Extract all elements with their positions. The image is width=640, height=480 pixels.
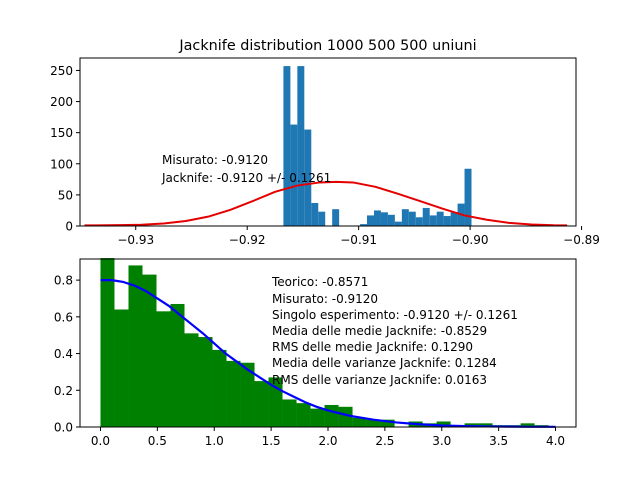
histogram-bar [310,408,325,427]
histogram-bar [352,417,367,427]
top-bars [283,66,472,226]
histogram-bar [318,211,326,226]
histogram-bar [128,265,143,427]
histogram-bar [429,215,437,226]
histogram-bar [443,216,451,226]
chart-title: Jacknife distribution 1000 500 500 uniun… [178,38,476,54]
top-chart: Jacknife distribution 1000 500 500 uniun… [50,38,600,247]
histogram-bar [283,66,291,226]
y-tick-label: 0.0 [54,421,73,435]
histogram-bar [436,421,451,427]
histogram-bar [324,404,339,427]
annotation-misurato: Misurato: -0.9120 [162,153,268,167]
histogram-bar [304,129,312,226]
histogram-bar [478,423,493,427]
y-tick-label: 0.6 [54,310,73,324]
y-tick-label: 0.8 [54,274,73,288]
stat-rms-medie: RMS delle medie Jacknife: 0.1290 [272,340,473,354]
y-tick-label: 0.2 [54,384,73,398]
top-y-ticks: 0 50 100 150 200 250 [50,64,80,234]
top-x-ticks: −0.93 −0.92 −0.91 −0.90 −0.89 [117,226,600,247]
x-tick-label: 3.0 [432,434,451,448]
x-tick-label: −0.91 [340,233,377,247]
histogram-bar [366,419,381,427]
histogram-bar [226,360,241,427]
histogram-bar [394,221,402,226]
bottom-chart: 0.0 0.5 1.0 1.5 2.0 2.5 3.0 3.5 4.0 0.0 0.2 0.4 0.6… [54,258,577,448]
x-tick-label: 1.0 [205,434,224,448]
histogram-bar [290,124,298,226]
histogram-bar [387,214,395,226]
y-tick-label: 250 [50,64,73,78]
histogram-bar [212,349,227,427]
histogram-bar [464,168,472,226]
histogram-bar [422,207,430,226]
top-axes-frame [79,57,577,227]
histogram-bar [373,210,381,226]
histogram-bar [380,212,388,226]
histogram-bar [436,211,444,226]
histogram-bar [360,224,368,226]
x-tick-label: −0.90 [452,233,489,247]
stat-misurato: Misurato: -0.9120 [272,292,378,306]
x-tick-label: 4.0 [546,434,565,448]
x-tick-label: 0.5 [148,434,167,448]
histogram-bar [380,419,395,427]
histogram-bar [450,212,458,226]
histogram-bar [198,337,213,427]
histogram-bar [296,403,311,427]
y-tick-label: 150 [50,126,73,140]
histogram-bar [297,66,305,226]
histogram-bar [401,209,409,226]
x-tick-label: −0.93 [117,233,154,247]
stat-media-medie: Media delle medie Jacknife: -0.8529 [272,324,487,338]
bottom-bars [100,258,549,427]
histogram-bar [520,423,535,427]
x-tick-label: 1.5 [262,434,281,448]
stat-singolo-esperimento: Singolo esperimento: -0.9120 +/- 0.1261 [272,308,518,322]
histogram-bar [114,309,129,427]
histogram-bar [100,258,115,427]
histogram-bar [408,211,416,226]
y-tick-label: 0 [65,220,73,234]
stat-media-varianze: Media delle varianze Jacknife: 0.1284 [272,356,497,370]
y-tick-label: 100 [50,157,73,171]
x-tick-label: 0.0 [91,434,110,448]
x-tick-label: 2.5 [375,434,394,448]
x-tick-label: −0.89 [563,233,600,247]
histogram-bar [170,303,185,427]
x-tick-label: −0.92 [229,233,266,247]
histogram-bar [184,333,199,427]
bottom-theory-curve [100,279,556,428]
y-tick-label: 200 [50,95,73,109]
x-tick-label: 2.0 [318,434,337,448]
top-fit-curve [84,180,568,227]
histogram-bar [240,362,255,427]
stat-rms-varianze: RMS delle varianze Jacknife: 0.0163 [272,373,487,387]
histogram-bar [415,217,423,226]
histogram-bar [142,274,157,427]
histogram-bar [311,202,319,226]
y-tick-label: 0.4 [54,347,73,361]
histogram-bar [282,399,297,427]
bottom-y-ticks: 0.0 0.2 0.4 0.6 0.8 [54,274,80,435]
histogram-bar [254,381,269,427]
histogram-bar [338,406,353,427]
histogram-bar [332,209,340,226]
bottom-x-ticks: 0.0 0.5 1.0 1.5 2.0 2.5 3.0 3.5 4.0 [91,427,565,448]
annotation-jacknife: Jacknife: -0.9120 +/- 0.1261 [161,171,331,185]
histogram-bar [367,215,374,226]
x-tick-label: 3.5 [489,434,508,448]
stat-teorico: Teorico: -0.8571 [271,275,368,289]
histogram-bar [156,311,171,427]
y-tick-label: 50 [58,188,73,202]
